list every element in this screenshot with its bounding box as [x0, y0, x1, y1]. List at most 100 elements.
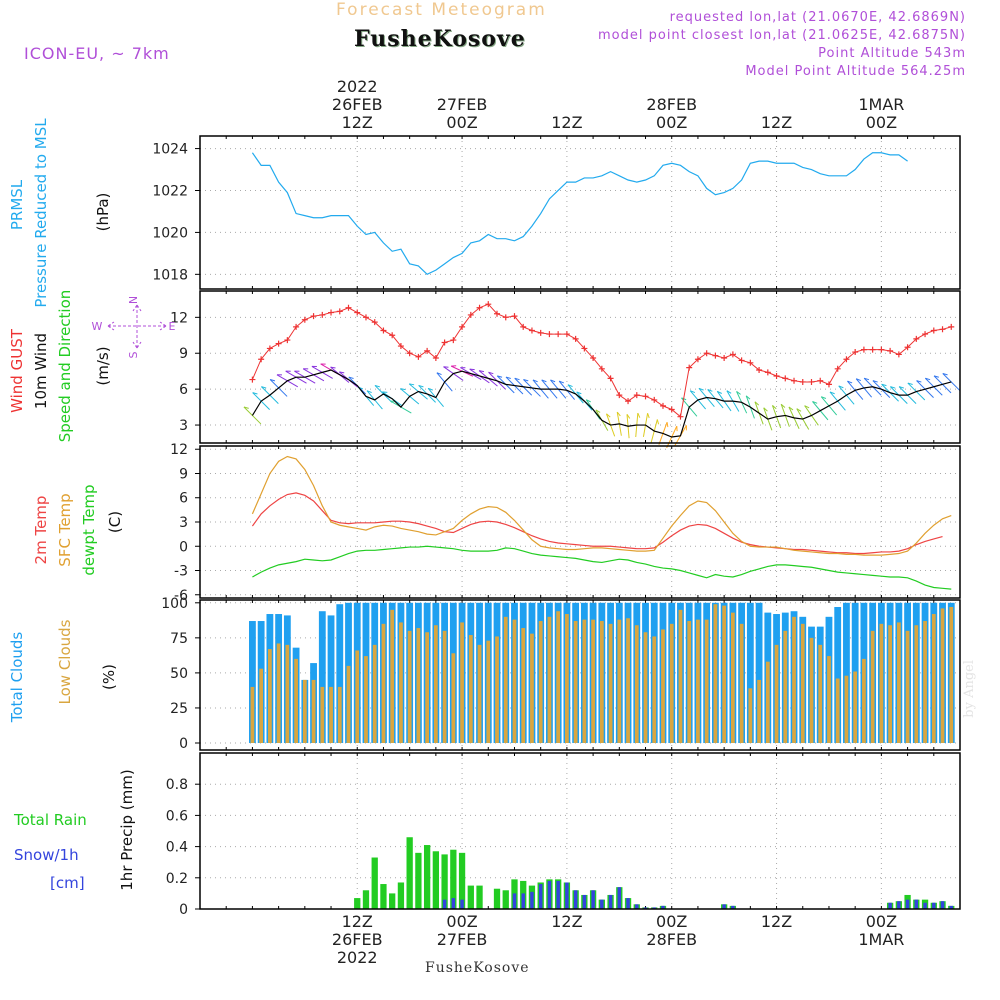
cloud-bar	[940, 608, 945, 743]
y-tick-label: 0.4	[166, 840, 188, 856]
gust-point	[922, 331, 929, 338]
gust-point	[494, 310, 501, 317]
top-axis-hour: 00Z	[656, 113, 687, 132]
wind-arrow-head	[261, 386, 267, 389]
bottom-axis-day: 27FEB	[437, 930, 488, 949]
cloud-bar	[661, 629, 665, 743]
cloud-bar	[565, 614, 569, 743]
cloud-bar	[783, 630, 788, 743]
wind-arrow-head	[427, 387, 433, 391]
wind-arrow-head	[864, 377, 870, 381]
cloud-bar	[503, 616, 508, 743]
gust-point	[590, 355, 597, 362]
precip-bar	[423, 845, 431, 909]
gust-point	[860, 346, 867, 353]
cloud-bar	[853, 671, 858, 743]
series-sfc-line	[251, 455, 952, 556]
y-tick-label: 6	[179, 382, 188, 398]
wind-arrow-head	[829, 391, 835, 395]
gust-point	[834, 365, 841, 372]
precip-unit-label: 1hr Precip (mm)	[118, 769, 136, 890]
cloud-bar	[713, 604, 718, 743]
dewpt-label: dewpt Temp	[80, 484, 98, 575]
top-axis-year: 2022	[337, 77, 378, 96]
gust-point	[747, 359, 754, 366]
precip-bar	[582, 894, 587, 909]
wind-arrow-head	[488, 371, 494, 375]
cloud-bar	[757, 679, 761, 743]
wind-arrow-head	[772, 405, 777, 410]
compass-w: W	[92, 320, 103, 333]
wind-arrow-head	[348, 376, 354, 379]
cloud-bar	[792, 616, 796, 743]
total-clouds-label: Total Clouds	[8, 632, 26, 724]
precip-bar	[493, 888, 501, 909]
wind-arrow-head	[690, 390, 696, 394]
cloud-bar	[381, 623, 386, 743]
gust-point	[432, 355, 439, 362]
gust-point	[581, 345, 588, 352]
gust-point	[808, 378, 815, 385]
gust-point	[904, 344, 911, 351]
cloud-bar	[834, 607, 842, 743]
wind-arrow-head	[436, 372, 442, 376]
gust-point	[703, 350, 710, 357]
gust-point	[328, 309, 335, 316]
top-axis-hour: 12Z	[761, 113, 792, 132]
gust-point	[537, 329, 544, 336]
requested-coords: requested lon,lat (21.0670E, 42.6869N)	[669, 10, 966, 25]
cloud-unit-label: (%)	[100, 664, 118, 690]
cloud-bar	[844, 675, 849, 743]
wind-arrow-head	[698, 387, 704, 391]
compass-n: N	[127, 296, 140, 304]
wind-arrow-head	[576, 391, 582, 395]
wind-arrow-head	[656, 419, 660, 425]
gust-point	[616, 392, 623, 399]
chart-title: Forecast Meteogram	[336, 0, 547, 20]
gust-point	[773, 372, 780, 379]
precip-bar	[635, 904, 639, 909]
cloud-bar	[809, 637, 814, 743]
cloud-bar	[722, 605, 727, 743]
gust-point	[293, 323, 300, 330]
gust-point	[389, 332, 396, 339]
wind-arrow	[942, 373, 961, 391]
gust-label: Wind GUST	[8, 328, 26, 413]
gust-point	[895, 351, 902, 358]
cloud-bar	[486, 640, 491, 743]
precip-bar	[521, 893, 525, 909]
top-axis-hour: 00Z	[866, 113, 897, 132]
wind-arrow-head	[916, 380, 922, 383]
wind-arrow-head	[925, 377, 931, 381]
wind-arrow-head	[400, 388, 406, 391]
wind-arrow-head	[523, 378, 529, 382]
panel-3: -6 -3 0 3 6 9 12	[170, 442, 961, 604]
gust-point	[563, 331, 570, 338]
y-tick-label: 1018	[152, 267, 188, 283]
bottom-axis-hour: 12Z	[342, 912, 373, 931]
gust-point	[939, 326, 946, 333]
y-tick-label: 1024	[152, 142, 188, 158]
y-tick-label: 12	[170, 310, 188, 326]
wind-arrow-head	[872, 380, 878, 383]
panel-1: 1018 1020 1022 1024	[152, 136, 961, 289]
wind-arrow-head	[856, 378, 862, 382]
cloud-bar	[530, 633, 534, 743]
wind-arrow-head	[606, 413, 611, 418]
wind-arrow-head	[374, 384, 380, 388]
gust-point	[738, 357, 745, 364]
wind-arrow-head	[736, 391, 741, 395]
gust-point	[502, 314, 509, 321]
precip-bar	[626, 898, 630, 909]
gust-point	[319, 311, 326, 318]
cloud-bar	[390, 609, 395, 743]
series-dewpt-line	[252, 545, 952, 590]
cloud-bar	[949, 607, 954, 743]
gust-point	[345, 304, 352, 311]
series-wind10m-line	[251, 369, 952, 438]
cloud-bar	[250, 686, 255, 743]
wind-arrow-head	[559, 380, 565, 384]
cloud-bar	[862, 658, 866, 743]
panel-frame	[199, 135, 961, 290]
